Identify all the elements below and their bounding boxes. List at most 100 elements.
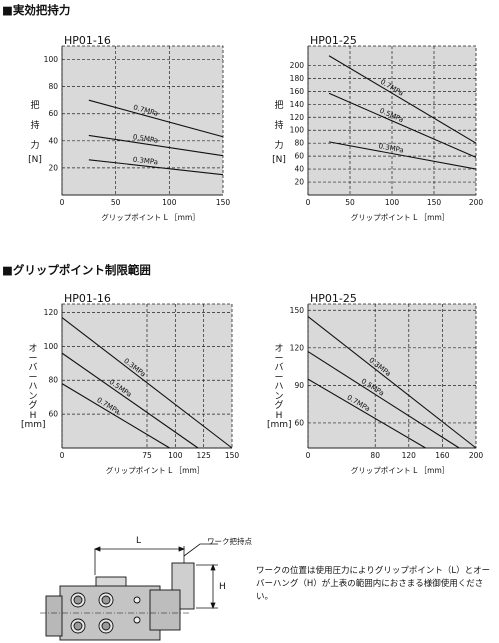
x-tick-label: 0 <box>60 198 65 207</box>
chart-title: HP01-25 <box>310 292 357 305</box>
x-tick-label: 125 <box>197 451 212 460</box>
work-grip-point-label: ワーク把持点 <box>207 537 252 546</box>
y-tick-label: 100 <box>44 55 59 64</box>
y-axis-label-char: グ <box>274 401 284 411</box>
y-tick-label: 120 <box>44 308 59 317</box>
y-axis-label-char: [mm] <box>21 420 46 430</box>
x-tick-label: 50 <box>111 198 121 207</box>
y-axis-label-char: 把 <box>30 101 40 111</box>
y-tick-label: 120 <box>290 113 305 122</box>
x-tick-label: 80 <box>370 451 380 460</box>
dimension-label-h: H <box>219 582 226 592</box>
x-tick-label: 200 <box>469 198 484 207</box>
y-axis-label-char: ー <box>274 353 284 364</box>
x-tick-label: 150 <box>225 451 240 460</box>
series-line-0.5MPa <box>328 92 477 158</box>
y-axis-label: 把 持 力 [N] <box>28 100 42 166</box>
leader-line <box>183 543 218 557</box>
x-tick-label: 0 <box>306 451 311 460</box>
chart-title: HP01-16 <box>64 292 111 305</box>
x-tick-label: 150 <box>427 198 442 207</box>
y-axis-label-char: オ <box>274 344 284 354</box>
x-tick-label: 100 <box>385 198 400 207</box>
y-tick-label: 60 <box>48 109 58 118</box>
y-tick-label: 150 <box>290 306 305 315</box>
x-axis-label: グリップポイント L ［mm］ <box>101 212 200 222</box>
y-tick-label: 140 <box>290 100 305 109</box>
y-axis-label-char: [N] <box>28 155 42 165</box>
arrow-right-icon <box>178 546 186 552</box>
x-tick-label: 120 <box>402 451 417 460</box>
series-line-0.7MPa <box>61 383 170 449</box>
x-tick-label: 75 <box>142 451 152 460</box>
series-line-0.3MPa <box>88 159 224 176</box>
y-axis-label-char: ハ <box>274 382 284 392</box>
y-axis-label-char: [N] <box>272 155 286 165</box>
arrow-up-icon <box>210 563 216 571</box>
y-tick-label: 100 <box>44 342 59 351</box>
usage-note: ワークの位置は使用圧力によりグリップポイント（L）とオーバーハング（H）が上表の… <box>256 566 491 602</box>
y-axis-label-char: 把 <box>274 101 284 111</box>
y-axis-label: オ ー バ ー ハ ン グ H [mm] <box>267 344 292 431</box>
series-line-0.7MPa <box>88 99 224 138</box>
y-axis-label-char: [mm] <box>267 420 292 430</box>
series-line-0.3MPa <box>307 316 477 449</box>
series-line-0.5MPa <box>61 352 199 449</box>
y-axis-label-char: オ <box>28 344 38 354</box>
chart-2: 20 40 60 80 100 120 140 160 180 200 0 50 100 150 200 グリ… <box>290 45 484 222</box>
y-tick-label: 60 <box>294 152 304 161</box>
plot-area <box>62 46 223 195</box>
section-title-grip-range: ■グリップポイント制限範囲 <box>2 263 151 277</box>
y-axis-label-char: ー <box>274 372 284 383</box>
arrow-down-icon <box>210 602 216 610</box>
y-tick-label: 200 <box>290 61 305 70</box>
series-line-0.7MPa <box>328 55 477 144</box>
y-axis-label-char: 持 <box>274 121 284 131</box>
y-axis-label-char: グ <box>28 401 38 411</box>
chart-title: HP01-25 <box>310 34 357 47</box>
y-tick-label: 180 <box>290 74 305 83</box>
y-axis-label-char: H <box>29 410 37 421</box>
section-title-holding-force: ■実効把持力 <box>2 3 71 17</box>
y-tick-label: 20 <box>48 163 58 172</box>
y-tick-label: 160 <box>290 87 305 96</box>
series-line-0.3MPa <box>61 317 233 449</box>
x-tick-label: 0 <box>60 451 65 460</box>
y-axis-label-char: ー <box>28 353 38 364</box>
x-tick-label: 50 <box>345 198 355 207</box>
y-axis-label-char: H <box>275 410 283 421</box>
y-tick-label: 80 <box>48 376 58 385</box>
series-label: 0.3MPa <box>132 156 158 167</box>
y-axis-label-char: バ <box>28 363 38 373</box>
y-tick-label: 20 <box>294 178 304 187</box>
y-axis-label: オ ー バ ー ハ ン グ H [mm] <box>21 344 46 431</box>
x-tick-label: 0 <box>306 198 311 207</box>
series-line-0.7MPa <box>307 378 426 449</box>
y-axis-label: 把 持 力 [N] <box>272 100 286 166</box>
y-axis-label-char: ハ <box>28 382 38 392</box>
y-tick-label: 120 <box>290 343 305 352</box>
chart-title: HP01-16 <box>64 34 111 47</box>
y-tick-label: 60 <box>48 410 58 419</box>
y-axis-label-char: 持 <box>30 121 40 131</box>
x-tick-label: 200 <box>469 451 484 460</box>
y-tick-label: 40 <box>48 136 58 145</box>
arrow-left-icon <box>93 546 101 552</box>
y-axis-label-char: ー <box>28 372 38 383</box>
y-axis-label-char: 力 <box>274 141 284 151</box>
x-tick-label: 100 <box>162 198 177 207</box>
y-tick-label: 80 <box>294 139 304 148</box>
x-axis-label: グリップポイント L ［mm］ <box>351 465 450 475</box>
dimension-label-l: L <box>136 536 142 546</box>
x-tick-label: 150 <box>216 198 231 207</box>
series-label: 0.5MPa <box>132 133 158 145</box>
plot-area <box>308 304 476 448</box>
x-tick-label: 100 <box>168 451 183 460</box>
series-line-0.3MPa <box>328 141 477 170</box>
x-axis-label: グリップポイント L ［mm］ <box>106 465 205 475</box>
